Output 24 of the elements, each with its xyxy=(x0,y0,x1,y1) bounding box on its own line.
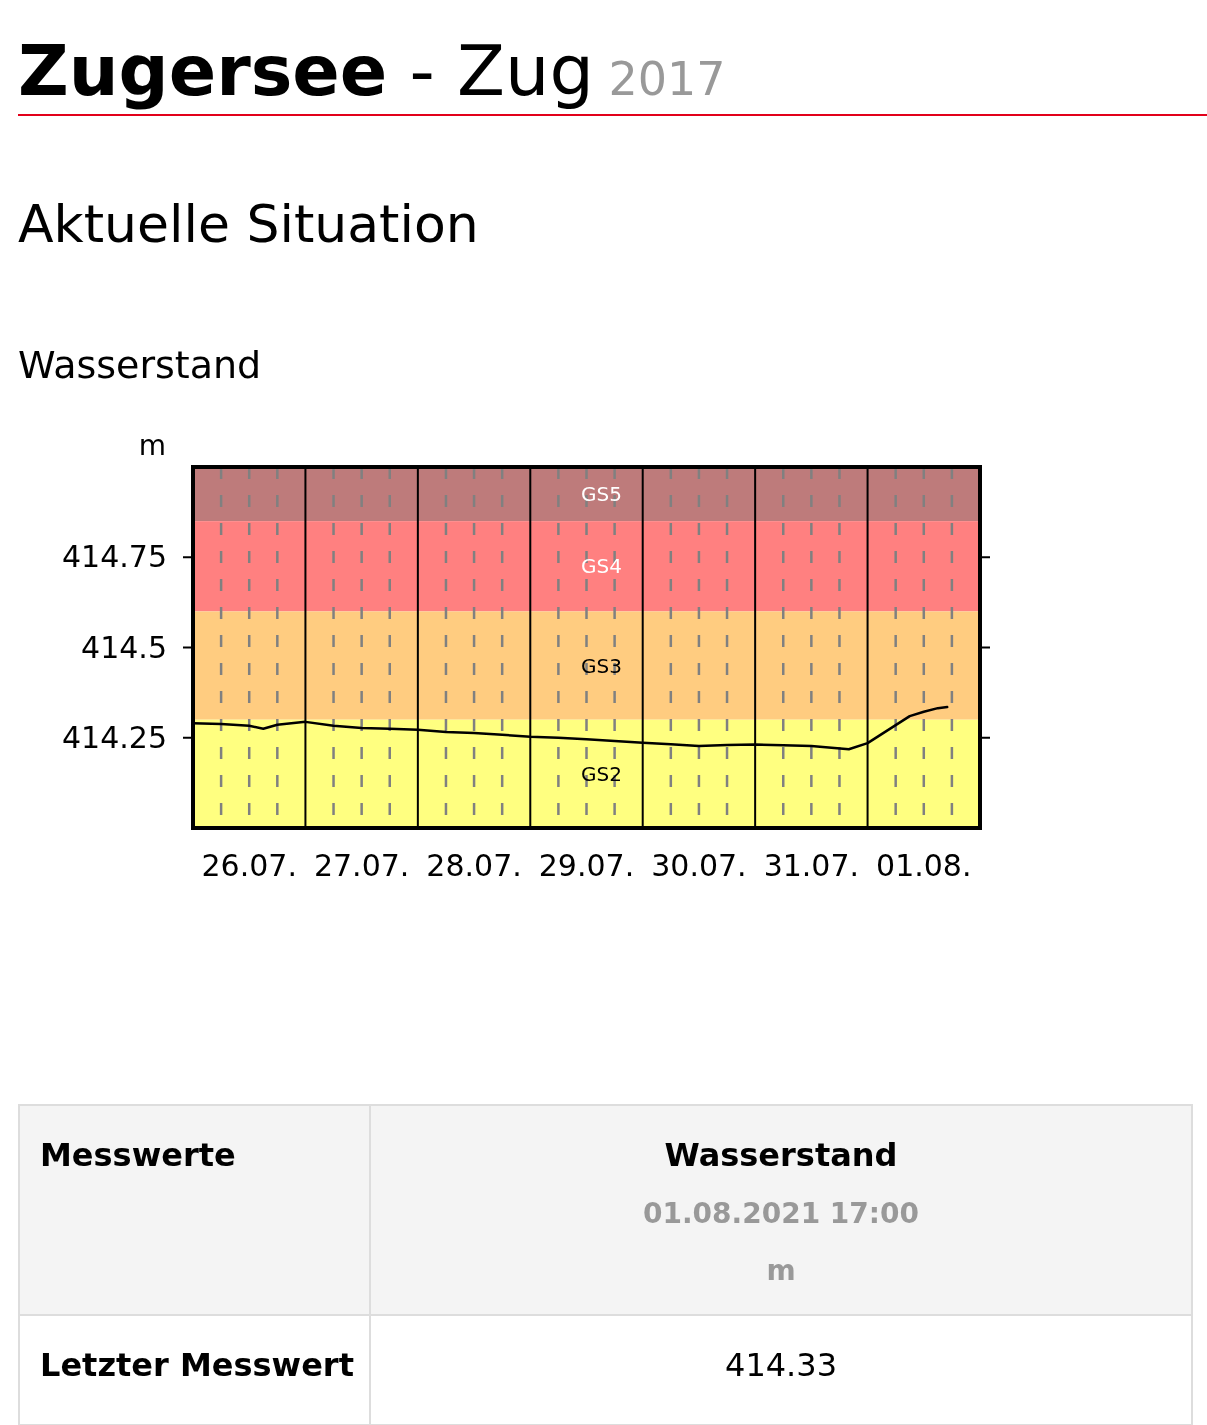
x-tick-label: 29.07. xyxy=(538,848,635,883)
band-label: GS4 xyxy=(581,554,622,579)
x-tick-label: 31.07. xyxy=(763,848,860,883)
text: Letzter Messwert xyxy=(40,1346,354,1384)
x-tick-label: 30.07. xyxy=(651,848,747,883)
x-tick-label: 27.07. xyxy=(313,848,410,883)
band-label: GS2 xyxy=(581,761,622,786)
x-tick-label: 26.07. xyxy=(201,848,297,883)
text: m xyxy=(766,1254,796,1287)
x-tick-label: 01.08. xyxy=(876,848,972,883)
y-tick-label: 414.75 xyxy=(62,539,167,575)
y-tick-label: 414.5 xyxy=(81,629,167,665)
text: Messwerte xyxy=(40,1136,236,1174)
y-axis-title: m xyxy=(138,429,166,462)
y-tick-label: 414.25 xyxy=(62,719,167,755)
text: 414.33 xyxy=(725,1346,837,1384)
x-tick-label: 28.07. xyxy=(426,848,522,883)
chart-subtitle: Aktuelle Situation xyxy=(18,194,479,254)
chart-title: Zugersee - Zug 2017 xyxy=(18,30,726,112)
text: Wasserstand xyxy=(18,343,262,387)
band-label: GS3 xyxy=(581,653,622,678)
text: Wasserstand xyxy=(664,1136,898,1174)
band-label: GS5 xyxy=(581,482,622,507)
text: 01.08.2021 17:00 xyxy=(642,1197,920,1230)
